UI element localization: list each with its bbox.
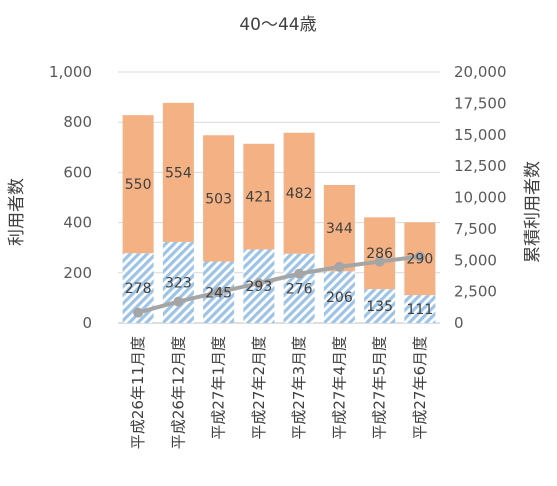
line-point: [414, 251, 425, 262]
category-label: 平成27年2月度: [250, 336, 268, 440]
data-label-lower: 135: [366, 299, 393, 315]
data-label-lower: 206: [326, 290, 353, 306]
category-label: 平成27年3月度: [290, 336, 308, 440]
bar-segment-upper: [162, 102, 194, 242]
category-label: 平成27年5月度: [371, 336, 389, 440]
y-tick-label: 600: [63, 163, 92, 181]
bar-segment-lower: [323, 271, 355, 323]
y2-axis-ticks: 0 2,500 5,000 7,500 10,000 12,500 15,000 17,500…: [454, 63, 507, 332]
category-label: 平成26年12月度: [169, 336, 187, 449]
line-path: [137, 254, 421, 315]
data-labels: 278 550 323 554 245 503 293 421 276 482 206 344 135 2…: [125, 165, 433, 318]
y2-tick-label: 5,000: [454, 251, 497, 269]
data-label-upper: 344: [326, 221, 353, 237]
y-tick-label: 0: [82, 314, 92, 332]
bar-segment-lower: [364, 289, 396, 323]
y-tick-label: 800: [63, 113, 92, 131]
data-label-lower: 323: [165, 275, 192, 291]
y-tick-label: 200: [63, 264, 92, 282]
y-axis-ticks: 0 200 400 600 800 1,000: [49, 63, 92, 332]
data-label-upper: 554: [165, 165, 192, 181]
y-tick-label: 1,000: [49, 63, 92, 81]
data-label-upper: 286: [366, 246, 393, 262]
category-label: 平成26年11月度: [129, 336, 147, 449]
bar-segment-lower: [404, 295, 436, 323]
category-labels: 平成26年11月度 平成26年12月度 平成27年1月度 平成27年2月度 平成27年3…: [129, 336, 429, 449]
line-point: [213, 287, 224, 298]
y2-tick-label: 7,500: [454, 220, 497, 238]
data-label-upper: 482: [286, 186, 313, 202]
category-label: 平成27年1月度: [210, 336, 228, 440]
bar-segment-lower: [162, 241, 194, 323]
line-point: [253, 278, 264, 289]
category-label: 平成27年6月度: [411, 336, 429, 440]
bar-segment-upper: [122, 115, 154, 254]
y2-tick-label: 20,000: [454, 63, 507, 81]
y2-tick-label: 17,500: [454, 94, 507, 112]
data-label-upper: 290: [407, 252, 434, 268]
line-point: [334, 261, 345, 272]
y2-tick-label: 10,000: [454, 189, 507, 207]
bar-segment-upper: [364, 217, 396, 290]
y-tick-label: 400: [63, 214, 92, 232]
bar-segment-upper: [283, 132, 315, 254]
y2-tick-label: 0: [454, 314, 464, 332]
category-label: 平成27年4月度: [330, 336, 348, 440]
data-label-lower: 278: [125, 281, 152, 297]
y2-axis-label: 累積利用者数: [523, 161, 543, 263]
line-point: [133, 307, 144, 318]
data-label-lower: 245: [205, 285, 232, 301]
data-label-upper: 550: [125, 177, 152, 193]
y2-tick-label: 12,500: [454, 157, 507, 175]
y2-tick-label: 15,000: [454, 126, 507, 144]
data-label-lower: 111: [407, 302, 434, 318]
chart-title: 40〜44歳: [239, 15, 316, 35]
data-label-upper: 421: [246, 190, 273, 206]
data-label-upper: 503: [205, 191, 232, 207]
data-label-lower: 293: [246, 279, 273, 295]
y2-tick-label: 2,500: [454, 283, 497, 301]
y-axis-label: 利用者数: [7, 178, 27, 246]
bar-segment-lower: [283, 253, 315, 323]
line-point: [294, 268, 305, 279]
bar-segment-upper: [203, 135, 235, 262]
line-point: [173, 296, 184, 307]
data-label-lower: 276: [286, 281, 313, 297]
bar-segment-upper: [323, 184, 355, 272]
bar-segment-upper: [243, 143, 275, 250]
line-point: [374, 256, 385, 267]
cumulative-line: [133, 251, 425, 318]
